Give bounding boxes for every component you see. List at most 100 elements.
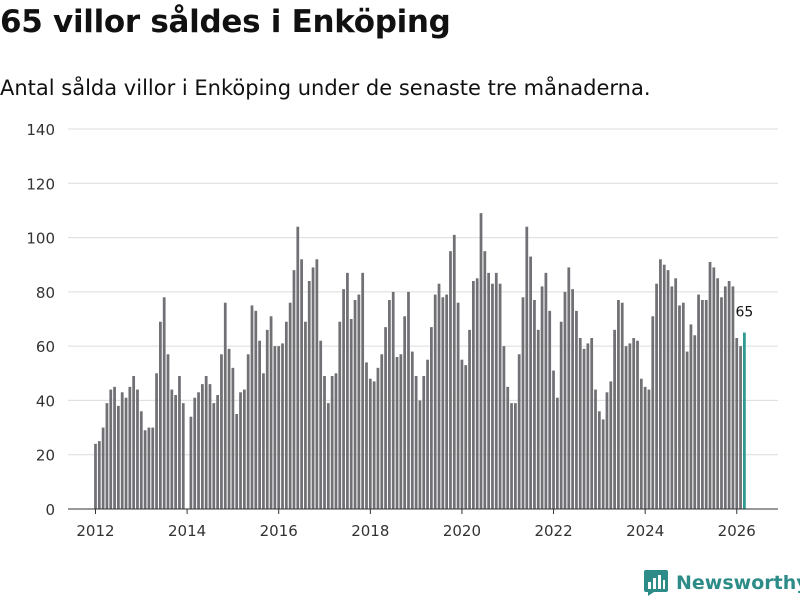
bar (403, 316, 407, 509)
bar (395, 357, 399, 509)
bar (368, 378, 372, 509)
bar (410, 351, 414, 509)
bar (284, 321, 288, 509)
bar (525, 226, 529, 509)
bar (101, 427, 105, 509)
bar (315, 259, 319, 509)
bar (491, 283, 494, 509)
x-tick-label: 2012 (76, 522, 114, 540)
bar (174, 395, 178, 509)
bar (662, 264, 666, 509)
bar (220, 354, 223, 509)
bar (552, 370, 555, 509)
bar (200, 384, 204, 509)
bar (659, 259, 662, 509)
bar (708, 262, 712, 509)
bar (288, 302, 292, 509)
bar (105, 403, 109, 509)
bar (670, 286, 674, 509)
bar (426, 359, 429, 509)
bar (307, 281, 311, 509)
bar (445, 294, 449, 509)
bar (601, 419, 605, 509)
bar (498, 283, 502, 509)
bar (555, 397, 559, 509)
bar (281, 343, 284, 509)
chart-title: 65 villor såldes i Enköping (0, 4, 451, 40)
y-tick-label: 0 (45, 501, 55, 519)
bar (109, 389, 113, 509)
bar (597, 411, 601, 509)
bar (567, 267, 571, 509)
bar (712, 267, 716, 509)
bar (468, 329, 471, 509)
bar (620, 302, 624, 509)
x-tick-label: 2014 (168, 522, 206, 540)
bar (510, 403, 513, 509)
bar (689, 324, 693, 509)
bar (578, 338, 582, 509)
bar (506, 386, 510, 509)
bar (582, 348, 586, 509)
bar (346, 272, 349, 509)
bar (437, 283, 441, 509)
x-tick-label: 2026 (718, 522, 756, 540)
bar (407, 291, 410, 509)
bar (128, 386, 132, 509)
latest-value-label: 65 (735, 305, 753, 321)
bar (502, 346, 506, 509)
bar (265, 329, 269, 509)
bar (594, 389, 597, 509)
bar (613, 329, 616, 509)
bar (151, 427, 155, 509)
bar (326, 403, 330, 509)
bar (330, 376, 334, 509)
x-tick-label: 2020 (443, 522, 481, 540)
bar (536, 329, 540, 509)
bar (193, 397, 197, 509)
bar-series (94, 213, 746, 509)
bar (197, 392, 200, 509)
bar (636, 340, 639, 509)
bar (372, 381, 376, 509)
bar (181, 403, 185, 509)
bar (678, 305, 681, 509)
bar (609, 381, 613, 509)
bar (460, 359, 464, 509)
bar (357, 294, 361, 509)
x-tick-label: 2024 (626, 522, 664, 540)
data-labels: 65 (735, 305, 753, 321)
bar (449, 251, 452, 509)
y-tick-label: 40 (36, 392, 55, 410)
bar (559, 321, 563, 509)
y-tick-label: 120 (26, 175, 55, 193)
bar (124, 397, 128, 509)
bar (617, 300, 620, 509)
bar (693, 335, 697, 509)
bar (223, 302, 227, 509)
brand-name: Newsworthy (676, 572, 800, 594)
bar-latest (743, 332, 746, 509)
bar (262, 373, 265, 509)
bar (342, 289, 345, 509)
y-tick-label: 100 (26, 230, 55, 248)
newsworthy-brand: Newsworthy (644, 567, 800, 599)
bar (548, 310, 552, 509)
bar (117, 405, 120, 509)
bar (239, 392, 242, 509)
bar (334, 373, 338, 509)
bar (132, 376, 136, 509)
bar (586, 343, 590, 509)
y-tick-label: 60 (36, 338, 55, 356)
bar (246, 354, 250, 509)
bar (647, 389, 651, 509)
bar (418, 400, 422, 509)
bar (242, 389, 246, 509)
bar (143, 430, 147, 509)
bar (300, 259, 303, 509)
bar (727, 281, 731, 509)
newsworthy-logo-icon (644, 570, 668, 596)
bar (212, 403, 216, 509)
bar (231, 367, 235, 509)
bar (304, 321, 307, 509)
